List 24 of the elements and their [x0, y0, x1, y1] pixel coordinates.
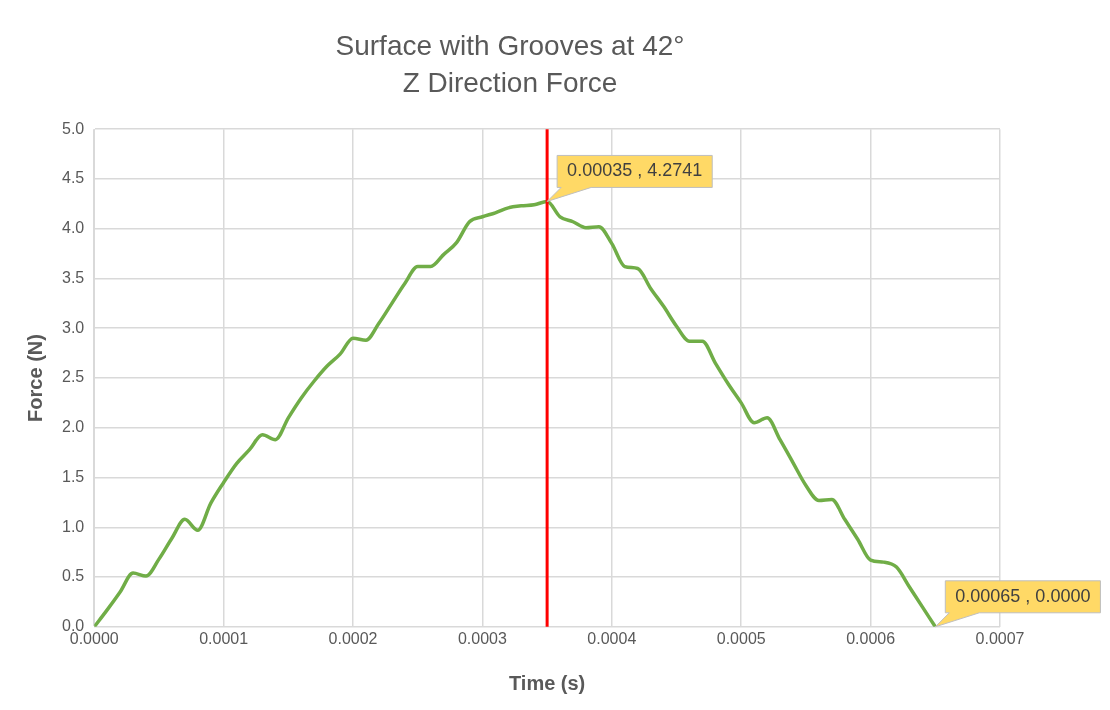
x-tick-label: 0.0001: [199, 629, 249, 647]
x-axis-title: Time (s): [508, 671, 586, 694]
y-tick-label: 4.5: [61, 169, 85, 187]
chart-title: Surface with Grooves at 42°: [335, 29, 685, 61]
x-tick-label: 0.0006: [846, 629, 896, 647]
y-tick-label: 1.0: [61, 517, 85, 535]
annotation: 0.00065 , 0.0000: [955, 585, 1091, 606]
x-tick-label: 0.0005: [716, 629, 766, 647]
x-tick-label: 0.0007: [975, 629, 1025, 647]
chart-subtitle: Z Direction Force: [402, 67, 618, 99]
y-axis-title: Force (N): [23, 334, 46, 422]
y-tick-label: 2.5: [61, 368, 85, 386]
annotation: 0.00035 , 4.2741: [567, 160, 703, 181]
y-tick-label: 0.5: [61, 567, 85, 585]
y-tick-label: 3.5: [61, 268, 85, 286]
y-tick-label: 4.0: [61, 219, 85, 237]
y-tick-label: 5.0: [61, 119, 85, 137]
x-tick-label: 0.0004: [587, 629, 637, 647]
line-series: [94, 199, 938, 627]
y-tick-label: 2.0: [61, 418, 85, 436]
y-tick-label: 1.5: [61, 467, 85, 485]
x-tick-label: 0.0003: [457, 629, 507, 647]
y-tick-label: 3.0: [61, 318, 85, 336]
x-tick-label: 0.0002: [328, 629, 378, 647]
